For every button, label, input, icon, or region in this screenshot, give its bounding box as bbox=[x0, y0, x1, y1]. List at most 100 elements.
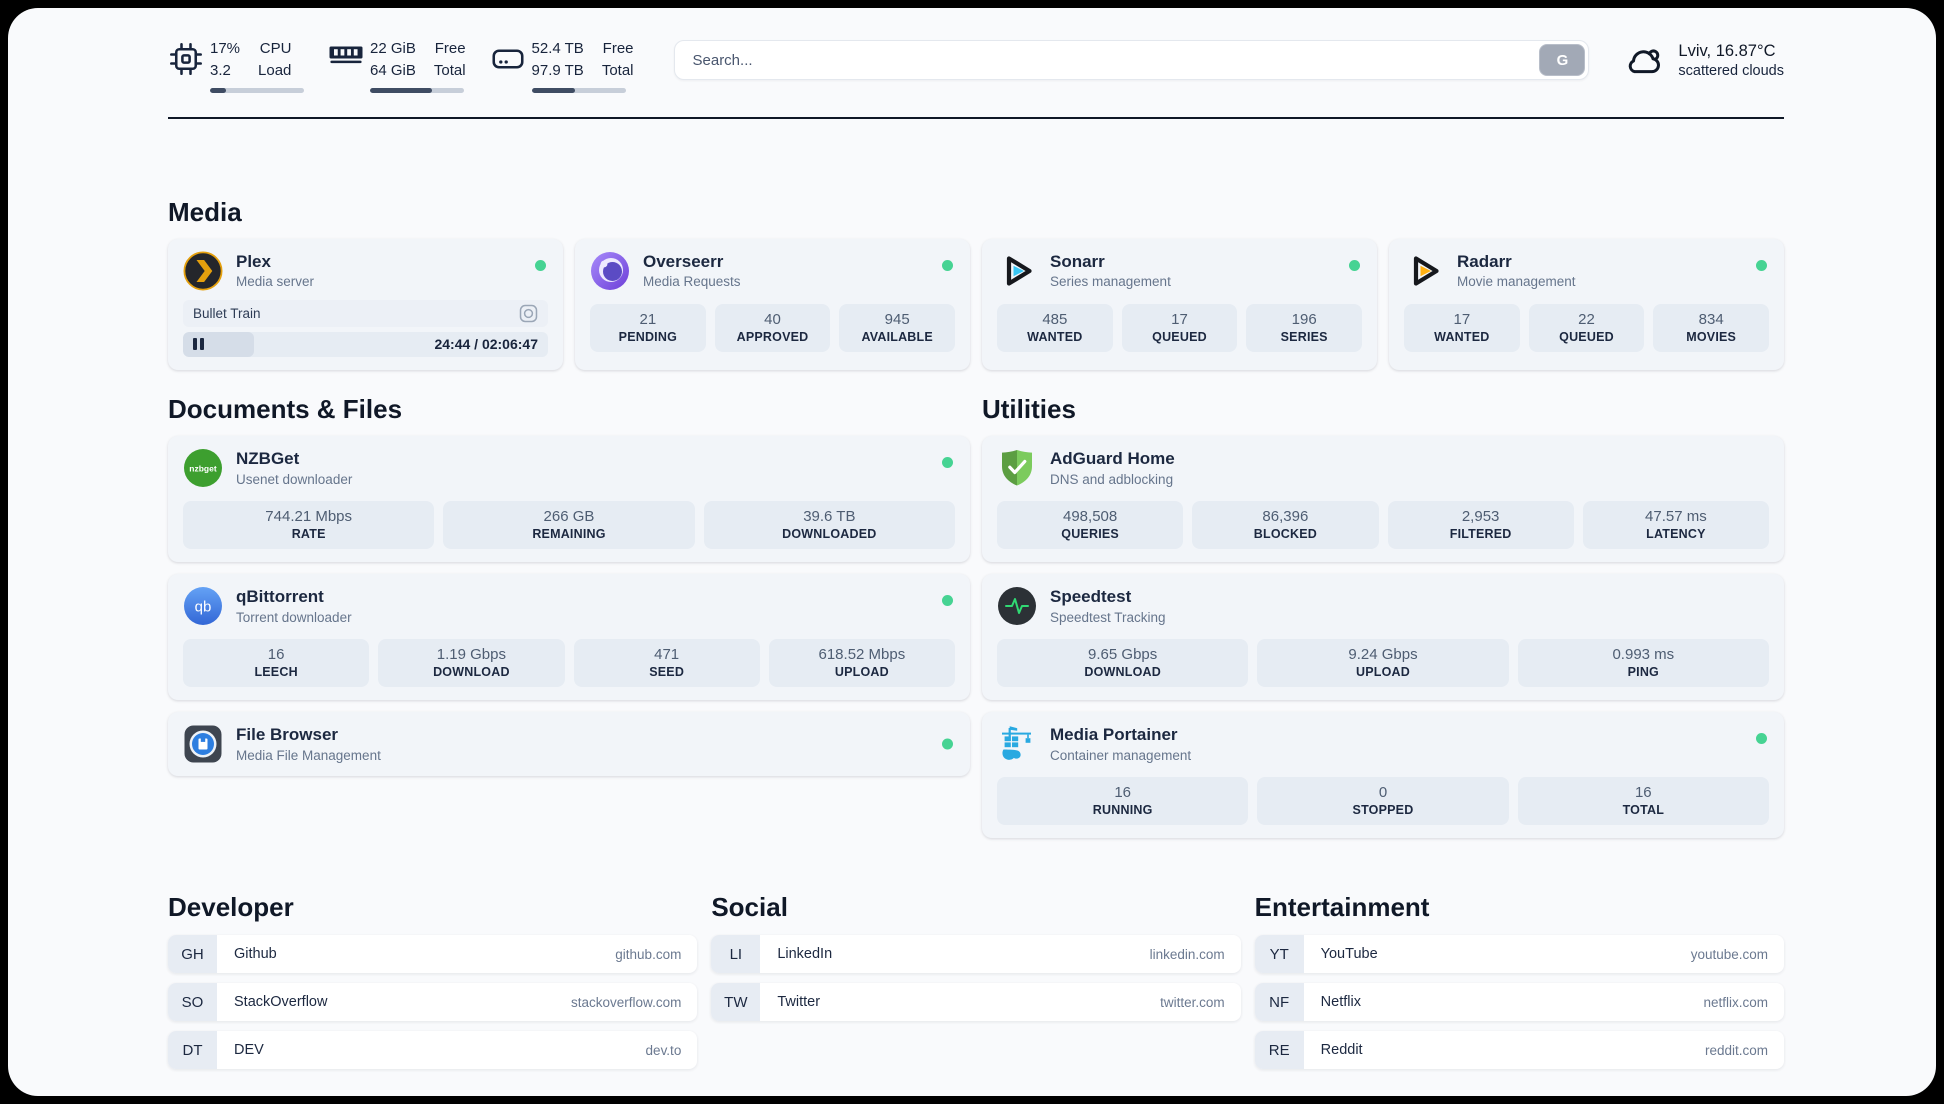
bookmark-stackoverflow[interactable]: SO StackOverflow stackoverflow.com bbox=[168, 983, 698, 1022]
filebrowser-app-link[interactable]: File Browser Media File Management bbox=[183, 724, 955, 764]
bookmark-name: Reddit bbox=[1320, 1042, 1363, 1059]
sonarr-app-link[interactable]: Sonarr Series management bbox=[997, 251, 1362, 291]
stat-box: 0 STOPPED bbox=[1257, 776, 1509, 825]
portainer-title: Media Portainer bbox=[1050, 725, 1178, 745]
bookmark-url: stackoverflow.com bbox=[571, 994, 682, 1010]
nzbget-app-link[interactable]: nzbget NZBGet Usenet downloader bbox=[183, 448, 955, 488]
portainer-card: Media Portainer Container management 16 … bbox=[982, 711, 1784, 838]
weather-condition: scattered clouds bbox=[1678, 62, 1784, 79]
stat-box: 485 WANTED bbox=[997, 303, 1113, 352]
filebrowser-title: File Browser bbox=[236, 725, 339, 745]
plex-title: Plex bbox=[236, 251, 271, 271]
stat-box: 21 PENDING bbox=[590, 303, 706, 352]
stat-value: 834 bbox=[1698, 310, 1724, 328]
bookmark-netflix[interactable]: NF Netflix netflix.com bbox=[1254, 983, 1784, 1022]
adguard-subtitle: DNS and adblocking bbox=[1050, 471, 1174, 487]
bookmark-name: DEV bbox=[234, 1042, 264, 1059]
stat-box: 196 SERIES bbox=[1246, 303, 1363, 352]
stat-label: AVAILABLE bbox=[861, 329, 933, 344]
stat-label: LATENCY bbox=[1646, 526, 1706, 541]
filebrowser-subtitle: Media File Management bbox=[236, 747, 381, 763]
bookmark-abbr: SO bbox=[168, 983, 217, 1022]
stat-box: 834 MOVIES bbox=[1653, 303, 1770, 352]
stat-value: 21 bbox=[639, 310, 657, 328]
stat-label: UPLOAD bbox=[834, 664, 889, 679]
weather-location-temp: Lviv, 16.87°C bbox=[1678, 41, 1776, 60]
search-bar: G bbox=[673, 40, 1590, 80]
bookmark-youtube[interactable]: YT YouTube youtube.com bbox=[1254, 935, 1784, 974]
stat-box: 266 GB REMAINING bbox=[443, 500, 695, 549]
stat-box: 9.65 Gbps DOWNLOAD bbox=[997, 638, 1249, 687]
stat-label: APPROVED bbox=[736, 329, 809, 344]
filebrowser-card: File Browser Media File Management bbox=[168, 711, 970, 776]
bookmark-name: Github bbox=[234, 946, 277, 963]
section-title-media: Media bbox=[168, 196, 242, 227]
bookmark-url: github.com bbox=[615, 946, 682, 962]
bookmark-url: linkedin.com bbox=[1149, 946, 1225, 962]
bookmark-dev[interactable]: DT DEV dev.to bbox=[168, 1031, 698, 1070]
stat-label: DOWNLOAD bbox=[433, 664, 510, 679]
top-bar: 17% 3.2 CPU Load bbox=[168, 8, 1784, 93]
portainer-status-dot bbox=[1756, 732, 1767, 744]
google-search-button[interactable]: G bbox=[1539, 44, 1586, 76]
qbittorrent-card: qb qBittorrent Torrent downloader 16 bbox=[168, 573, 970, 700]
stat-value: 17 bbox=[1453, 310, 1471, 328]
cpu-load-label: Load bbox=[258, 61, 292, 79]
speedtest-app-link[interactable]: Speedtest Speedtest Tracking bbox=[997, 586, 1769, 626]
stat-box: 498,508 QUERIES bbox=[997, 500, 1184, 549]
nzbget-card: nzbget NZBGet Usenet downloader 744. bbox=[168, 435, 970, 562]
stat-value: 0 bbox=[1378, 783, 1388, 801]
overseerr-status-dot bbox=[942, 259, 953, 271]
search-input[interactable] bbox=[673, 40, 1590, 80]
bookmark-reddit[interactable]: RE Reddit reddit.com bbox=[1254, 1031, 1784, 1070]
portainer-app-link[interactable]: Media Portainer Container management bbox=[997, 724, 1769, 764]
stat-box: 16 TOTAL bbox=[1517, 776, 1769, 825]
stat-label: PING bbox=[1627, 664, 1659, 679]
bookmark-twitter[interactable]: TW Twitter twitter.com bbox=[711, 983, 1241, 1022]
stat-value: 86,396 bbox=[1262, 507, 1309, 525]
bookmark-abbr: DT bbox=[168, 1031, 217, 1070]
stat-box: 40 APPROVED bbox=[714, 303, 831, 352]
section-title-entertainment: Entertainment bbox=[1254, 891, 1430, 922]
stat-value: 196 bbox=[1291, 310, 1317, 328]
stat-label: REMAINING bbox=[532, 526, 606, 541]
stat-value: 22 bbox=[1578, 310, 1595, 328]
bookmark-name: Netflix bbox=[1320, 994, 1361, 1011]
cpu-percent: 17% bbox=[210, 40, 241, 57]
stat-box: 0.993 ms PING bbox=[1517, 638, 1769, 687]
stat-label: STOPPED bbox=[1352, 802, 1414, 817]
qbittorrent-title: qBittorrent bbox=[236, 587, 324, 607]
adguard-app-link[interactable]: AdGuard Home DNS and adblocking bbox=[997, 448, 1769, 488]
bookmark-abbr: GH bbox=[168, 935, 217, 974]
overseerr-app-link[interactable]: Overseerr Media Requests bbox=[590, 251, 955, 291]
stat-box: 744.21 Mbps RATE bbox=[183, 500, 435, 549]
bookmark-url: dev.to bbox=[645, 1042, 682, 1058]
qbittorrent-app-link[interactable]: qb qBittorrent Torrent downloader bbox=[183, 586, 955, 626]
bookmark-linkedin[interactable]: LI LinkedIn linkedin.com bbox=[711, 935, 1241, 974]
documents-column: Documents & Files nzbget bbox=[168, 394, 970, 776]
bookmark-abbr: YT bbox=[1254, 935, 1304, 974]
stat-box: 9.24 Gbps UPLOAD bbox=[1257, 638, 1509, 687]
stat-label: BLOCKED bbox=[1253, 526, 1317, 541]
stat-value: 16 bbox=[1634, 783, 1652, 801]
pause-icon bbox=[193, 338, 204, 351]
plex-card: Plex Media server Bullet Train 24:44 / 0… bbox=[168, 238, 563, 370]
overseerr-title: Overseerr bbox=[643, 251, 724, 271]
stat-label: PENDING bbox=[618, 329, 678, 344]
plex-app-link[interactable]: Plex Media server bbox=[183, 251, 548, 291]
radarr-card: Radarr Movie management 17 WANTED 22 QUE… bbox=[1389, 238, 1784, 370]
qbittorrent-status-dot bbox=[942, 594, 953, 606]
adguard-card: AdGuard Home DNS and adblocking 498,508 … bbox=[982, 435, 1784, 562]
topbar-divider bbox=[168, 116, 1784, 119]
disk-total-value: 97.9 TB bbox=[531, 61, 584, 79]
stat-label: DOWNLOADED bbox=[782, 526, 877, 541]
ram-total-value: 64 GiB bbox=[370, 61, 416, 79]
bookmark-abbr: LI bbox=[711, 935, 761, 974]
stat-value: 16 bbox=[1114, 783, 1131, 801]
stat-box: 22 QUEUED bbox=[1528, 303, 1645, 352]
playback-progress-row: 24:44 / 02:06:47 bbox=[183, 331, 548, 357]
bookmark-github[interactable]: GH Github github.com bbox=[168, 935, 698, 974]
stat-value: 945 bbox=[884, 310, 910, 328]
radarr-app-link[interactable]: Radarr Movie management bbox=[1404, 251, 1769, 291]
stat-label: RATE bbox=[291, 526, 326, 541]
